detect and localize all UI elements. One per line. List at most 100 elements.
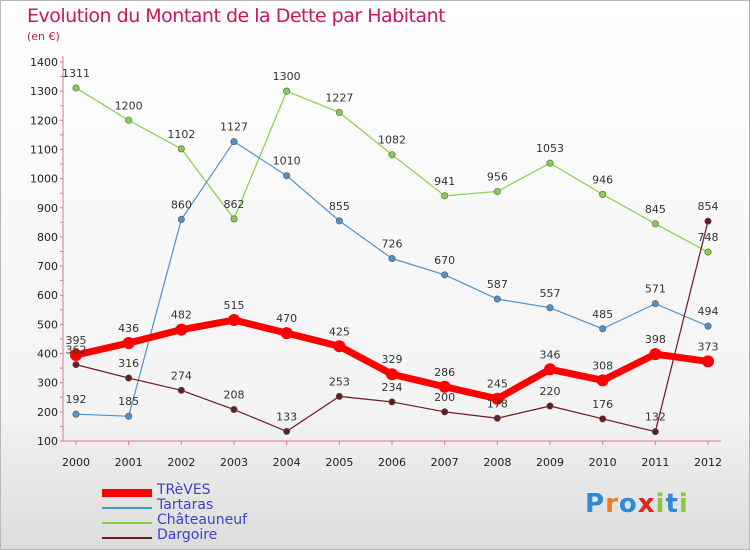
data-label: 200 <box>434 391 455 404</box>
data-point <box>72 361 80 369</box>
y-tick-label: 900 <box>37 202 58 215</box>
series-line-châteauneuf <box>75 87 709 253</box>
data-point <box>125 116 133 124</box>
data-label: 941 <box>434 175 455 188</box>
data-point <box>704 248 712 256</box>
data-label: 192 <box>66 393 87 406</box>
data-label: 234 <box>382 381 403 394</box>
data-point <box>546 304 554 312</box>
data-label: 946 <box>592 173 613 186</box>
data-point <box>546 159 554 167</box>
data-point <box>72 84 80 92</box>
data-point <box>125 374 133 382</box>
data-point <box>335 108 343 116</box>
data-point <box>70 348 82 361</box>
data-point <box>493 295 501 303</box>
y-tick-label: 1400 <box>30 56 58 69</box>
data-label: 571 <box>645 283 666 296</box>
x-tick-label: 2003 <box>220 456 248 469</box>
data-point <box>230 406 238 414</box>
data-label: 185 <box>118 395 139 408</box>
data-point <box>283 427 291 435</box>
y-tick-label: 100 <box>37 435 58 448</box>
data-point <box>283 172 291 180</box>
logo-letter: P <box>585 489 606 519</box>
data-label: 329 <box>382 353 403 366</box>
data-label: 854 <box>698 200 719 213</box>
data-label: 1300 <box>273 70 301 83</box>
data-label: 515 <box>224 299 245 312</box>
data-point <box>333 340 346 353</box>
data-label: 670 <box>434 254 455 267</box>
data-label: 482 <box>171 309 192 322</box>
data-label: 1053 <box>536 142 564 155</box>
logo-letter: t <box>665 489 679 519</box>
data-label: 436 <box>118 322 139 335</box>
data-label: 1127 <box>220 121 248 134</box>
y-tick-label: 1200 <box>30 114 58 127</box>
data-point <box>599 415 607 423</box>
y-tick-label: 600 <box>37 289 58 302</box>
data-point <box>491 392 504 405</box>
data-point <box>704 322 712 330</box>
data-label: 286 <box>434 366 455 379</box>
data-label: 1227 <box>325 91 353 104</box>
data-point <box>230 138 238 146</box>
data-point <box>649 348 662 361</box>
x-tick-label: 2008 <box>483 456 511 469</box>
data-point <box>122 337 135 350</box>
data-label: 274 <box>171 369 192 382</box>
y-tick-label: 700 <box>37 260 58 273</box>
data-label: 1200 <box>115 99 143 112</box>
data-point <box>441 271 449 279</box>
data-point <box>177 386 185 394</box>
x-tick-label: 2002 <box>167 456 195 469</box>
data-point <box>283 87 291 95</box>
data-point <box>544 363 556 376</box>
proxiti-logo: Proxiti <box>585 489 689 519</box>
data-label: 308 <box>592 359 613 372</box>
data-point <box>651 428 659 436</box>
y-tick-label: 1100 <box>30 143 58 156</box>
chart-title: Evolution du Montant de la Dette par Hab… <box>27 5 446 27</box>
data-point <box>177 145 185 153</box>
data-point <box>438 380 451 393</box>
data-label: 470 <box>276 312 297 325</box>
data-label: 860 <box>171 198 192 211</box>
y-tick-label: 300 <box>37 377 58 390</box>
data-label: 726 <box>382 237 403 250</box>
data-label: 845 <box>645 203 666 216</box>
logo-letter: i <box>678 489 689 519</box>
data-label: 398 <box>645 333 666 346</box>
data-point <box>228 314 240 327</box>
data-point <box>388 254 396 262</box>
x-tick-label: 2001 <box>115 456 143 469</box>
data-point <box>280 327 293 340</box>
data-label: 176 <box>592 398 613 411</box>
y-tick-label: 800 <box>37 231 58 244</box>
data-label: 855 <box>329 200 350 213</box>
data-point <box>388 398 396 406</box>
legend-label: Châteauneuf <box>157 512 248 528</box>
x-tick-label: 2012 <box>694 456 722 469</box>
data-point <box>335 392 343 400</box>
data-point <box>651 300 659 308</box>
data-point <box>599 325 607 333</box>
data-label: 557 <box>540 287 561 300</box>
data-point <box>230 215 238 223</box>
x-tick-label: 2005 <box>325 456 353 469</box>
data-label: 425 <box>329 325 350 338</box>
x-tick-label: 2000 <box>62 456 90 469</box>
y-tick-label: 400 <box>37 348 58 361</box>
logo-letter: x <box>637 489 656 519</box>
data-label: 748 <box>698 231 719 244</box>
legend-swatch <box>102 488 152 497</box>
data-point <box>388 151 396 159</box>
data-label: 395 <box>66 334 87 347</box>
data-label: 956 <box>487 170 508 183</box>
data-label: 132 <box>645 411 666 424</box>
data-label: 245 <box>487 378 508 391</box>
x-tick-label: 2007 <box>431 456 459 469</box>
y-tick-label: 1000 <box>30 173 58 186</box>
